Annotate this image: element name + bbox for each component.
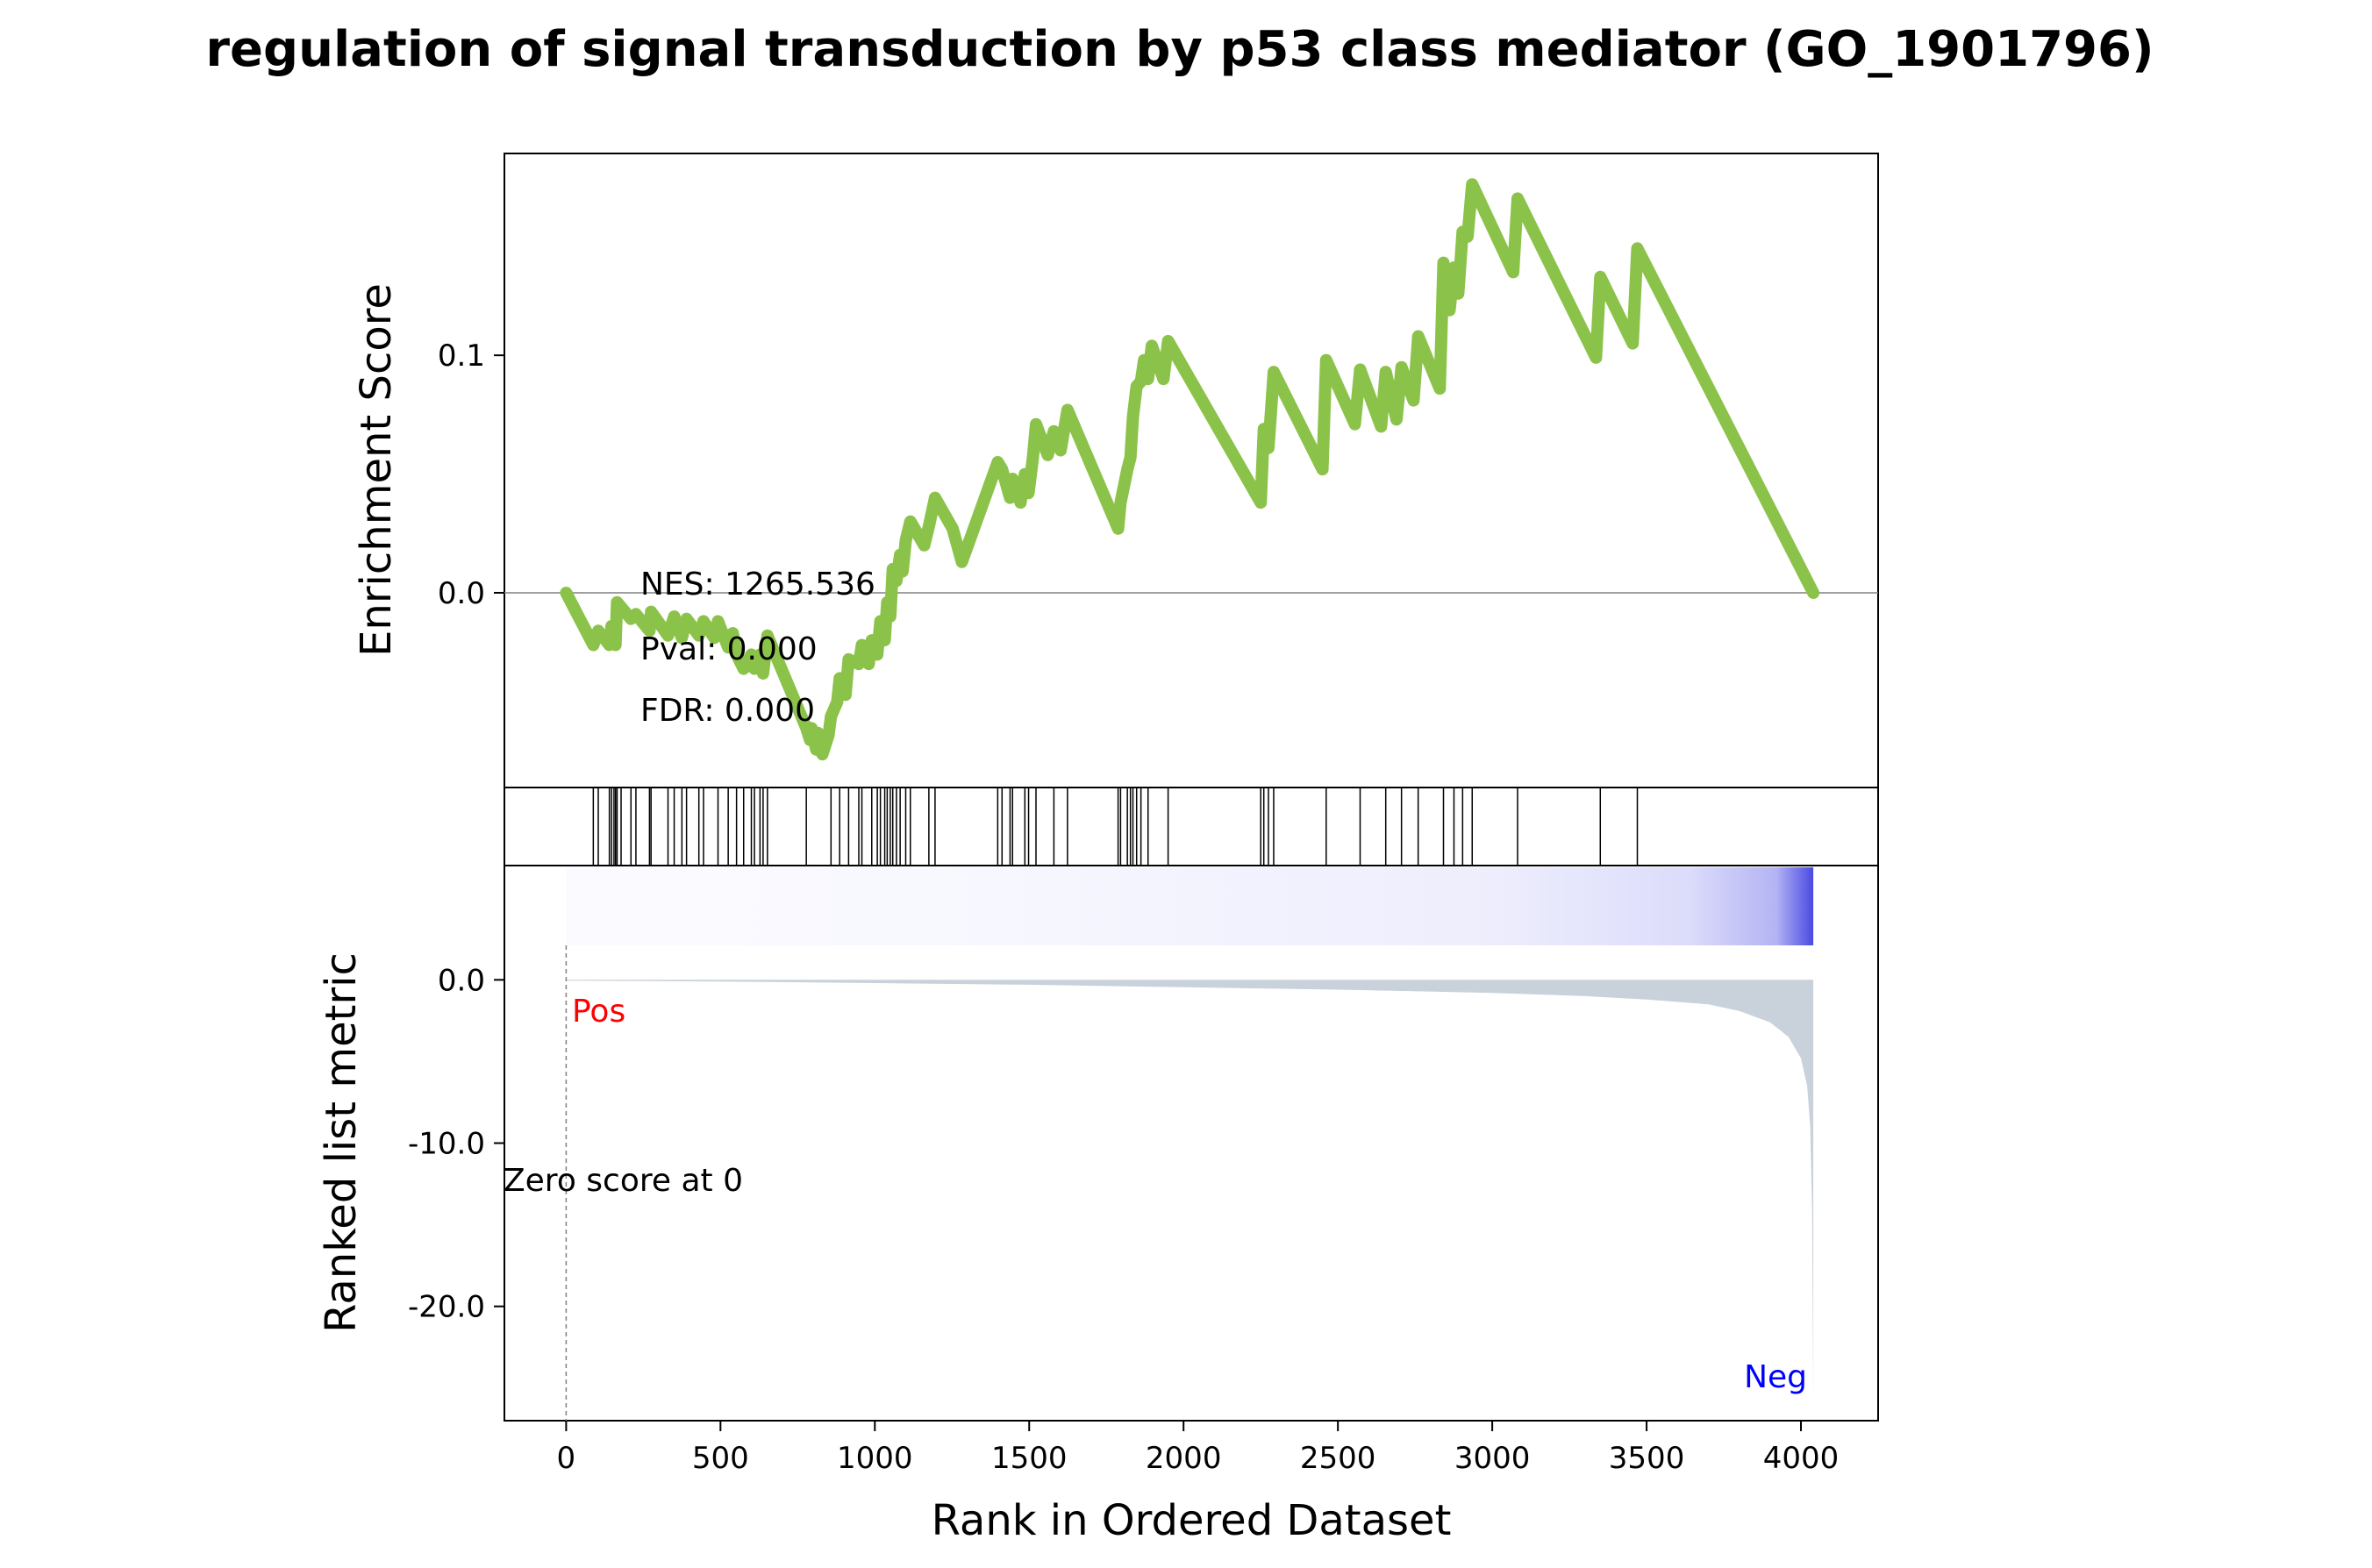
x-tick-label: 0 [557, 1441, 576, 1476]
enrichment-y-tick-label: 0.0 [438, 576, 485, 611]
x-tick-label: 4000 [1763, 1441, 1840, 1476]
x-tick-label: 1500 [991, 1441, 1068, 1476]
x-tick-label: 1000 [837, 1441, 913, 1476]
ranked-y-axis-label: Ranked list metric [317, 952, 366, 1333]
x-tick-label: 2500 [1300, 1441, 1376, 1476]
x-tick-label: 3500 [1609, 1441, 1685, 1476]
enrichment-score-line [560, 178, 1820, 761]
ranked-y-tick-label: -20.0 [408, 1290, 485, 1325]
enrichment-y-ticks: 0.0 0.1 [438, 339, 504, 611]
nes-label: NES: 1265.536 [640, 567, 875, 602]
enrichment-panel: 0.0 0.1 NES: 1265.536 Pval: 0.000 FDR: 0.… [352, 153, 1879, 788]
neg-label: Neg [1744, 1359, 1807, 1395]
pval-label: Pval: 0.000 [640, 631, 818, 667]
ranked-y-tick-label: -10.0 [408, 1127, 485, 1162]
hits-panel [504, 787, 1879, 866]
hits-panel-frame [504, 787, 1879, 866]
rank-color-bar [566, 867, 1814, 945]
enrichment-y-axis-label: Enrichment Score [352, 283, 401, 657]
hit-markers [592, 788, 1639, 866]
ranked-y-ticks: 0.0 -10.0 -20.0 [408, 963, 504, 1325]
fdr-label: FDR: 0.000 [640, 693, 815, 729]
chart-title: regulation of signal transduction by p53… [205, 21, 2154, 78]
x-axis-ticks: 0 500 1000 1500 2000 2500 3000 3500 4000 [557, 1421, 1840, 1476]
ranked-panel-frame [504, 865, 1879, 1422]
enrichment-y-tick-label: 0.1 [438, 339, 485, 374]
x-tick-label: 3000 [1454, 1441, 1531, 1476]
pos-label: Pos [572, 994, 625, 1030]
x-tick-label: 500 [692, 1441, 749, 1476]
x-axis-label: Rank in Ordered Dataset [932, 1496, 1452, 1545]
ranked-y-tick-label: 0.0 [438, 963, 485, 998]
ranked-panel: 0.0 -10.0 -20.0 Pos Neg Zero score at 0 Ra… [317, 865, 1879, 1422]
zero-score-label: Zero score at 0 [504, 1163, 743, 1199]
x-tick-label: 2000 [1146, 1441, 1222, 1476]
